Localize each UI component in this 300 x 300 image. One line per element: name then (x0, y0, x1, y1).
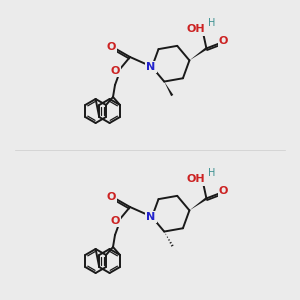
Text: OH: OH (186, 24, 205, 34)
Polygon shape (164, 82, 173, 96)
Text: O: O (106, 192, 116, 202)
Text: O: O (219, 36, 228, 46)
Text: O: O (110, 66, 120, 76)
Text: N: N (146, 62, 156, 72)
Text: N: N (146, 212, 156, 222)
Text: H: H (208, 18, 215, 28)
Text: O: O (219, 186, 228, 197)
Text: O: O (110, 216, 120, 226)
Text: OH: OH (186, 174, 205, 184)
Polygon shape (189, 47, 207, 60)
Text: O: O (106, 42, 116, 52)
Text: H: H (208, 168, 215, 178)
Polygon shape (189, 197, 207, 210)
